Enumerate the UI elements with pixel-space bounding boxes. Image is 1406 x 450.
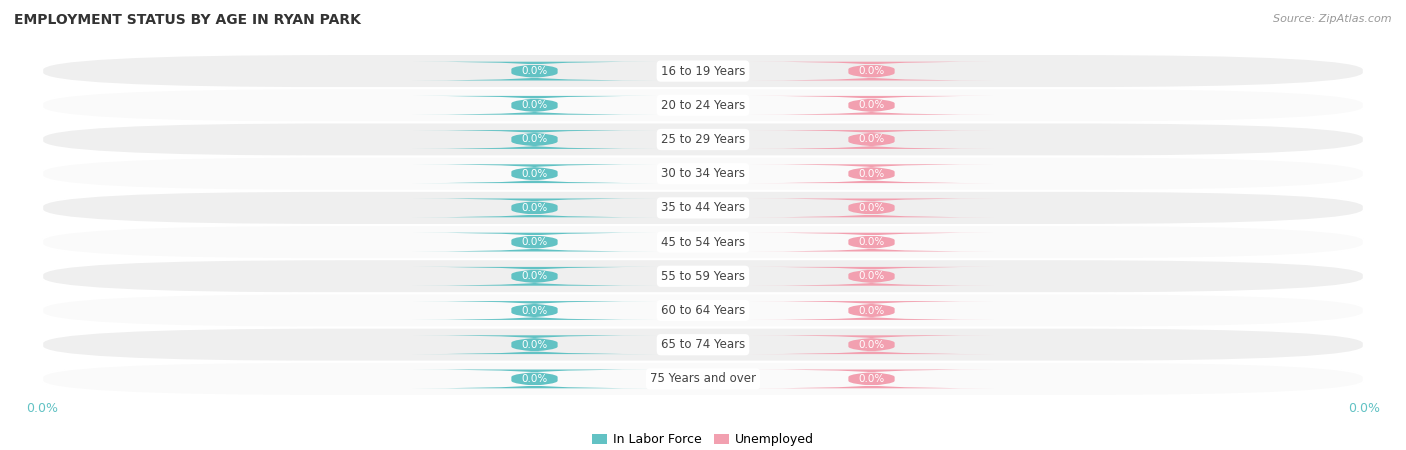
FancyBboxPatch shape [412, 130, 657, 149]
Text: 0.0%: 0.0% [859, 306, 884, 315]
FancyBboxPatch shape [412, 198, 657, 217]
Text: 0.0%: 0.0% [522, 169, 547, 179]
Text: 0.0%: 0.0% [522, 237, 547, 247]
FancyBboxPatch shape [749, 335, 994, 354]
FancyBboxPatch shape [412, 96, 657, 115]
FancyBboxPatch shape [749, 164, 994, 183]
FancyBboxPatch shape [42, 259, 1364, 293]
Legend: In Labor Force, Unemployed: In Labor Force, Unemployed [586, 428, 820, 450]
FancyBboxPatch shape [412, 164, 657, 183]
FancyBboxPatch shape [412, 233, 657, 252]
FancyBboxPatch shape [749, 96, 994, 115]
Text: 65 to 74 Years: 65 to 74 Years [661, 338, 745, 351]
Text: 0.0%: 0.0% [859, 374, 884, 384]
Text: 30 to 34 Years: 30 to 34 Years [661, 167, 745, 180]
FancyBboxPatch shape [42, 54, 1364, 88]
Text: 0.0%: 0.0% [522, 135, 547, 144]
Text: 20 to 24 Years: 20 to 24 Years [661, 99, 745, 112]
Text: 45 to 54 Years: 45 to 54 Years [661, 236, 745, 248]
Text: 60 to 64 Years: 60 to 64 Years [661, 304, 745, 317]
FancyBboxPatch shape [42, 328, 1364, 362]
FancyBboxPatch shape [749, 369, 994, 388]
FancyBboxPatch shape [412, 301, 657, 320]
FancyBboxPatch shape [42, 157, 1364, 191]
Text: 0.0%: 0.0% [859, 169, 884, 179]
Text: 0.0%: 0.0% [522, 306, 547, 315]
Text: 75 Years and over: 75 Years and over [650, 373, 756, 385]
Text: 0.0%: 0.0% [859, 203, 884, 213]
Text: 0.0%: 0.0% [522, 203, 547, 213]
Text: 0.0%: 0.0% [859, 66, 884, 76]
Text: 0.0%: 0.0% [522, 271, 547, 281]
FancyBboxPatch shape [412, 267, 657, 286]
FancyBboxPatch shape [412, 335, 657, 354]
Text: 55 to 59 Years: 55 to 59 Years [661, 270, 745, 283]
Text: 0.0%: 0.0% [522, 66, 547, 76]
Text: 0.0%: 0.0% [859, 135, 884, 144]
FancyBboxPatch shape [749, 130, 994, 149]
FancyBboxPatch shape [749, 62, 994, 81]
FancyBboxPatch shape [749, 267, 994, 286]
Text: 0.0%: 0.0% [522, 374, 547, 384]
Text: 0.0%: 0.0% [859, 100, 884, 110]
Text: 0.0%: 0.0% [522, 100, 547, 110]
Text: 0.0%: 0.0% [859, 237, 884, 247]
Text: 0.0%: 0.0% [859, 340, 884, 350]
Text: 35 to 44 Years: 35 to 44 Years [661, 202, 745, 214]
FancyBboxPatch shape [42, 191, 1364, 225]
FancyBboxPatch shape [412, 369, 657, 388]
Text: Source: ZipAtlas.com: Source: ZipAtlas.com [1274, 14, 1392, 23]
Text: EMPLOYMENT STATUS BY AGE IN RYAN PARK: EMPLOYMENT STATUS BY AGE IN RYAN PARK [14, 14, 361, 27]
FancyBboxPatch shape [42, 225, 1364, 259]
FancyBboxPatch shape [749, 301, 994, 320]
Text: 0.0%: 0.0% [859, 271, 884, 281]
FancyBboxPatch shape [412, 62, 657, 81]
Text: 25 to 29 Years: 25 to 29 Years [661, 133, 745, 146]
FancyBboxPatch shape [42, 122, 1364, 157]
Text: 16 to 19 Years: 16 to 19 Years [661, 65, 745, 77]
FancyBboxPatch shape [42, 88, 1364, 122]
FancyBboxPatch shape [42, 293, 1364, 328]
FancyBboxPatch shape [749, 233, 994, 252]
FancyBboxPatch shape [749, 198, 994, 217]
Text: 0.0%: 0.0% [522, 340, 547, 350]
FancyBboxPatch shape [42, 362, 1364, 396]
